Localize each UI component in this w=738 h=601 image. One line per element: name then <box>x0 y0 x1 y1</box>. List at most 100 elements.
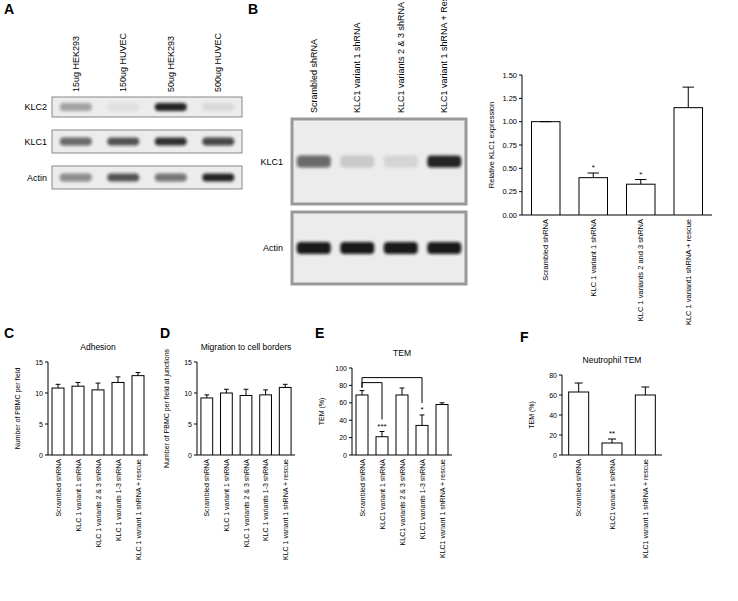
bar-chart: CAdhesionNumber of PBMC per field051015S… <box>4 325 148 560</box>
lane-label: KLC1 variant 1 shRNA <box>352 22 362 113</box>
marks <box>201 384 291 455</box>
error-cap <box>263 389 268 390</box>
error-stem <box>58 384 59 388</box>
bar <box>201 398 213 455</box>
band <box>202 138 234 146</box>
y-tick <box>349 368 352 369</box>
error-cap <box>76 382 81 383</box>
error-bar <box>420 415 425 425</box>
row-label: KLC1 <box>24 137 47 147</box>
panel-letter: F <box>520 329 529 345</box>
y-tick <box>519 98 522 99</box>
band <box>107 138 139 146</box>
y-tick <box>349 455 352 456</box>
y-tick-label: 0 <box>553 452 557 459</box>
blot-panel: BScrambled shRNAKLC1 variant 1 shRNAKLC1… <box>248 0 466 284</box>
lane-label: 15ug HEK293 <box>71 36 81 92</box>
y-axis <box>48 362 49 455</box>
y-tick-label: 0 <box>343 452 347 459</box>
bar <box>635 395 655 455</box>
error-stem <box>645 387 646 395</box>
error-stem <box>98 383 99 390</box>
y-axis-label: Relative KLC1 expression <box>487 102 496 188</box>
error-bar <box>56 384 61 388</box>
error-bar <box>224 389 229 393</box>
row-label: Actin <box>263 243 283 253</box>
lane-label: 50ug HEK293 <box>166 36 176 92</box>
bar <box>112 382 124 455</box>
category-label: Scrambled shRNA <box>359 459 366 517</box>
band <box>384 156 418 168</box>
y-tick-label: 10 <box>184 390 192 397</box>
y-tick-label: 60 <box>339 399 347 406</box>
significance: * <box>639 170 642 179</box>
significance: * <box>592 163 595 172</box>
category-label: KLC 1 variant 1 shRNA + rescue <box>135 459 142 560</box>
error-stem <box>688 87 689 108</box>
y-axis-label: Number of PBMC per field at junctions <box>163 348 171 468</box>
y-tick <box>519 75 522 76</box>
lane-label: KLC1 variants 2 & 3 shRNA <box>396 2 406 113</box>
error-bar <box>244 389 249 395</box>
marks <box>532 87 703 215</box>
y-tick-label: 5 <box>39 421 43 428</box>
category-label: KLC1 variant 1 shRNA + rescue <box>439 459 446 558</box>
y-tick <box>559 455 562 456</box>
category-label: KLC 1 variants 1-3 shRNA <box>262 459 269 541</box>
error-cap <box>116 376 121 377</box>
bar <box>416 425 428 455</box>
category-label: KLC 1 variant 1 shRNA <box>223 459 230 532</box>
error-bar <box>76 382 81 386</box>
band <box>202 174 234 182</box>
y-axis-label: Number of PBMC per field <box>14 368 22 450</box>
y-tick <box>349 385 352 386</box>
band <box>427 156 461 168</box>
bar <box>532 122 561 215</box>
bar <box>221 393 233 455</box>
category-label: KLC 1 variants 1-3 shRNA <box>115 459 122 541</box>
y-tick <box>519 215 522 216</box>
category-label: KLC 1 variants 2 and 3 shRNA <box>636 219 645 321</box>
error-cap <box>641 387 649 388</box>
error-cap <box>683 87 694 88</box>
bar <box>92 390 104 455</box>
y-tick-label: 60 <box>549 392 557 399</box>
error-bar <box>380 432 385 437</box>
category-label: KLC 1 variants 2 & 3 shRNA <box>95 459 102 548</box>
error-cap <box>575 383 583 384</box>
y-tick-label: 0.50 <box>502 164 517 173</box>
category-label: KLC 1 variant 1 shRNA + rescue <box>282 459 289 560</box>
y-tick <box>194 455 197 456</box>
marks <box>52 373 144 455</box>
bar <box>396 395 408 455</box>
marks <box>356 388 448 455</box>
y-tick-label: 0 <box>188 452 192 459</box>
figure: A15ug HEK293150ug HUVEC50ug HEK293500ug … <box>0 0 738 601</box>
band <box>60 174 92 182</box>
category-label: Scrambled shRNA <box>55 459 62 517</box>
bar <box>356 395 368 455</box>
significance: *** <box>377 422 386 431</box>
y-axis <box>352 368 353 455</box>
y-tick-label: 10 <box>35 390 43 397</box>
lane-label: 150ug HUVEC <box>118 32 128 92</box>
error-cap <box>608 439 616 440</box>
error-stem <box>422 415 423 425</box>
panel-letter: C <box>4 325 14 341</box>
blot-panel: A15ug HEK293150ug HUVEC50ug HEK293500ug … <box>4 1 242 189</box>
bar-chart: Relative KLC1 expression0.000.250.500.75… <box>487 71 712 326</box>
error-bar <box>360 391 365 395</box>
band <box>384 242 418 254</box>
marks <box>569 383 656 455</box>
band <box>107 174 139 182</box>
bar <box>627 184 656 215</box>
error-bar <box>440 403 445 405</box>
chart-title: Adhesion <box>80 342 116 352</box>
band <box>155 138 187 146</box>
error-bar <box>136 373 141 376</box>
y-tick <box>519 191 522 192</box>
y-tick <box>519 145 522 146</box>
error-cap <box>224 389 229 390</box>
bar-chart: FNeutrophil TEMTEM (%)020406080Scrambled… <box>520 329 662 558</box>
y-tick-label: 15 <box>35 359 43 366</box>
